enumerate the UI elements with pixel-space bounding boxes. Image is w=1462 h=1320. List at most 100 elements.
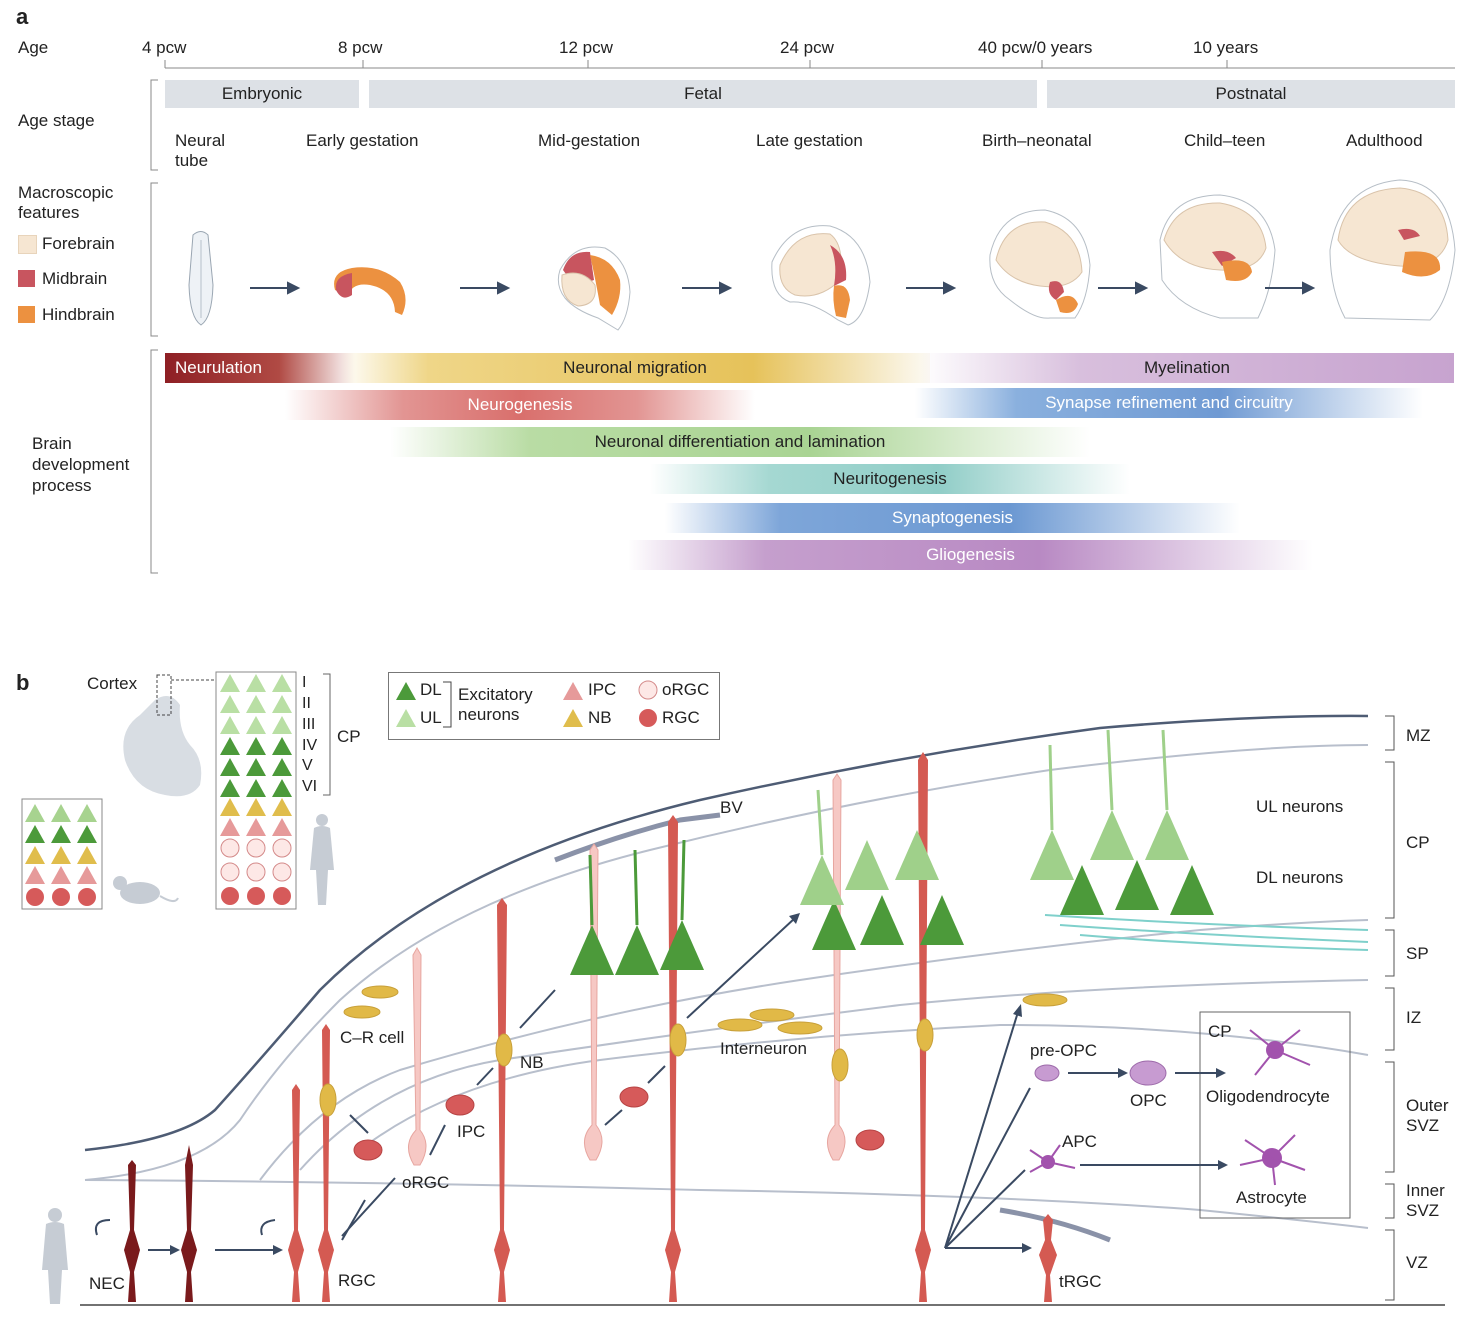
- layer-label: VI: [302, 778, 318, 795]
- age-tick-label: 40 pcw/0 years: [978, 38, 1093, 57]
- orgc-symbol: [638, 680, 658, 700]
- late-gestation-brain: [771, 225, 871, 326]
- ipc-symbol: [563, 682, 583, 700]
- mouse-icon: [113, 876, 179, 904]
- mid-gestation-brain: [557, 246, 631, 331]
- stage-fetal: Fetal: [369, 80, 1037, 108]
- layer-label: III: [302, 716, 316, 733]
- layer-label: I: [302, 674, 307, 691]
- ipc-label: IPC: [457, 1122, 486, 1141]
- legend-dl: DL: [420, 680, 442, 699]
- substage-mid-gestation: Mid-gestation: [538, 131, 641, 150]
- trgc-label: tRGC: [1059, 1272, 1102, 1291]
- nb-symbol: [563, 709, 583, 727]
- ipc-cells: [353, 1086, 885, 1161]
- dl-symbol: [396, 682, 416, 700]
- process-neuronal-differentiation: Neuronal differentiation and lamination: [390, 427, 1090, 457]
- neural-tube-illustration: [188, 231, 214, 326]
- ul-neurons-label: UL neurons: [1256, 797, 1344, 816]
- age-tick-label: 8 pcw: [338, 38, 383, 57]
- stage-arrows: [250, 281, 1316, 295]
- cp-bracket: [323, 673, 331, 796]
- legend-orgc: oRGC: [662, 680, 710, 699]
- zone-mz: MZ: [1406, 726, 1431, 745]
- process-synapse-refinement: Synapse refinement and circuitry: [915, 388, 1423, 418]
- layer-label: IV: [302, 737, 318, 754]
- process-neurogenesis: Neurogenesis: [285, 390, 755, 420]
- ul-symbol: [396, 709, 416, 727]
- apc-label: APC: [1062, 1132, 1097, 1151]
- inner-cp-label: CP: [1208, 1022, 1232, 1041]
- cp-layer-label: CP: [337, 727, 361, 746]
- arrow-heads: [170, 913, 1228, 1255]
- dl-neurons-label: DL neurons: [1256, 868, 1344, 887]
- cortex-label: Cortex: [87, 674, 138, 693]
- excitatory-bracket: [443, 681, 452, 728]
- nec-cells: [124, 1145, 197, 1302]
- process-neuronal-migration: Neuronal migration: [340, 353, 930, 383]
- dl-neurons: [570, 839, 1214, 975]
- hindbrain-label: Hindbrain: [42, 305, 115, 324]
- age-tick-label: 12 pcw: [559, 38, 613, 57]
- zone-outer-svz: Outer SVZ: [1406, 1096, 1449, 1135]
- layer-label: II: [302, 695, 311, 712]
- opc-label: OPC: [1130, 1091, 1167, 1110]
- age-tick-label: 4 pcw: [142, 38, 187, 57]
- zone-inner-svz: Inner SVZ: [1406, 1181, 1445, 1220]
- lineage-arrows: [94, 917, 1220, 1251]
- legend-ipc: IPC: [588, 680, 617, 699]
- cell-type-legend: [388, 672, 720, 740]
- macro-features-label: Macroscopic features: [18, 183, 114, 222]
- zone-cp: CP: [1406, 833, 1430, 852]
- legend-excitatory: Excitatory neurons: [458, 685, 533, 724]
- orgc-label: oRGC: [402, 1173, 450, 1192]
- legend-rgc: RGC: [662, 708, 700, 727]
- ul-neurons: [800, 729, 1189, 905]
- age-tick-label: 10 years: [1193, 38, 1259, 57]
- zone-vz: VZ: [1406, 1253, 1428, 1272]
- process-label: Brain development process: [32, 434, 130, 495]
- age-stage-label: Age stage: [18, 111, 95, 130]
- substage-child-teen: Child–teen: [1184, 131, 1266, 150]
- nb-label: NB: [520, 1053, 544, 1072]
- forebrain-swatch: [18, 235, 37, 254]
- rgc-label: RGC: [338, 1271, 376, 1290]
- process-neurulation: Neurulation: [165, 353, 355, 383]
- nec-label: NEC: [89, 1274, 125, 1293]
- panel-b-letter: b: [16, 670, 30, 695]
- glia-box: [1199, 1011, 1351, 1219]
- rgc-symbol: [639, 709, 657, 727]
- human-figure-icon: [42, 814, 334, 1304]
- forebrain-label: Forebrain: [42, 234, 115, 253]
- process-synaptogenesis: Synaptogenesis: [665, 503, 1240, 533]
- zone-iz: IZ: [1406, 1008, 1422, 1027]
- child-teen-brain: [1159, 194, 1276, 319]
- substage-neural-tube: Neural tube: [175, 131, 226, 170]
- tissue-boundaries: [84, 714, 1369, 1229]
- orgc-cells: [408, 773, 846, 1166]
- process-neuritogenesis: Neuritogenesis: [650, 464, 1130, 494]
- zone-brackets: [1385, 715, 1395, 1301]
- human-column-cells: [220, 674, 292, 905]
- mouse-column-cells: [25, 804, 97, 906]
- legend-nb: NB: [588, 708, 612, 727]
- interneuron-label: Interneuron: [720, 1039, 807, 1058]
- cr-cell-label: C–R cell: [340, 1028, 405, 1047]
- early-gestation-brain: [334, 267, 406, 315]
- midbrain-swatch: [18, 270, 35, 287]
- birth-neonatal-brain: [989, 209, 1091, 319]
- astrocyte-label: Astrocyte: [1236, 1188, 1307, 1207]
- substage-late-gestation: Late gestation: [756, 131, 863, 150]
- oligodendrocyte-label: Oligodendrocyte: [1206, 1087, 1330, 1106]
- process-gliogenesis: Gliogenesis: [628, 540, 1313, 570]
- panel-a-letter: a: [16, 4, 29, 29]
- blood-vessel-bottom: [999, 1207, 1111, 1243]
- pre-opc-label: pre-OPC: [1030, 1041, 1098, 1060]
- glia-cells: [1029, 1029, 1311, 1186]
- nb-cells: [319, 985, 1068, 1117]
- adulthood-brain: [1329, 179, 1456, 321]
